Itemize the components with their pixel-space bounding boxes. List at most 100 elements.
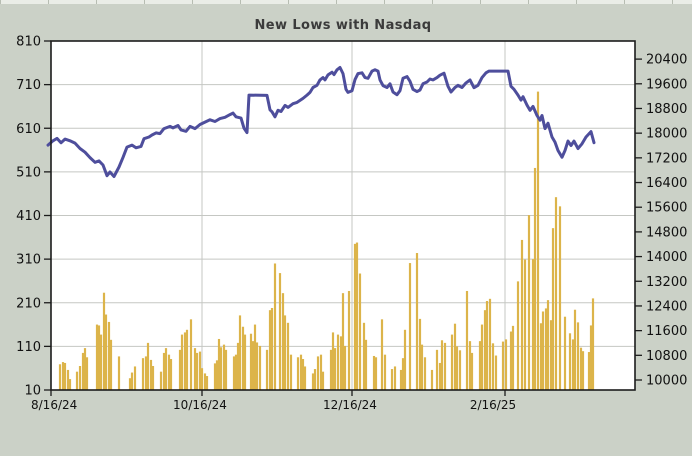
new-lows-bar	[455, 346, 459, 390]
new-lows-bar	[99, 334, 103, 390]
new-lows-bar	[533, 167, 537, 390]
new-lows-bar	[200, 368, 204, 390]
new-lows-bar	[189, 319, 193, 390]
new-lows-bar	[420, 344, 424, 390]
new-lows-bar	[243, 334, 247, 390]
new-lows-bar	[423, 357, 427, 390]
new-lows-bar	[589, 325, 593, 390]
new-lows-bar	[358, 273, 362, 390]
new-lows-bar	[331, 332, 335, 390]
x-axis-label: 12/16/24	[323, 398, 377, 412]
new-lows-bar	[311, 373, 315, 390]
new-lows-bar	[303, 366, 307, 390]
new-lows-bar	[458, 350, 462, 390]
new-lows-bar	[273, 263, 277, 390]
new-lows-bar	[234, 354, 238, 390]
new-lows-bar	[372, 355, 376, 390]
x-axis-label: 10/16/24	[173, 398, 227, 412]
new-lows-bar	[217, 338, 221, 390]
new-lows-bar	[232, 356, 236, 390]
new-lows-bar	[581, 351, 585, 390]
new-lows-bar	[61, 362, 65, 390]
new-lows-bar	[501, 341, 505, 390]
new-lows-bar	[286, 322, 290, 390]
x-axis-label: 8/16/24	[31, 398, 77, 412]
new-lows-bar	[573, 309, 577, 390]
new-lows-bar	[321, 371, 325, 390]
right-axis-label: 12400	[646, 299, 687, 314]
new-lows-bar	[527, 215, 531, 390]
nasdaq-line	[46, 66, 596, 178]
new-lows-bar	[146, 342, 150, 390]
new-lows-bar	[520, 239, 524, 390]
left-axis-label: 310	[16, 253, 41, 268]
new-lows-bar	[299, 354, 303, 390]
left-axis-label: 510	[16, 165, 41, 180]
new-lows-bar	[205, 376, 209, 390]
new-lows-bar	[283, 315, 287, 390]
new-lows-bar	[544, 308, 548, 390]
new-lows-bar	[66, 369, 70, 390]
new-lows-bar	[355, 242, 359, 390]
new-lows-bar	[164, 348, 168, 390]
new-lows-bar	[185, 329, 189, 390]
new-lows-bar	[465, 290, 469, 390]
left-axis-label: 110	[16, 340, 41, 355]
new-lows-bar	[480, 324, 484, 390]
left-axis-label: 210	[16, 296, 41, 311]
new-lows-bar	[568, 333, 572, 390]
left-axis-label: 810	[16, 35, 41, 50]
new-lows-bar	[485, 301, 489, 390]
new-lows-bar	[576, 322, 580, 390]
new-lows-bar	[383, 354, 387, 390]
new-lows-bar	[571, 339, 575, 390]
new-lows-bar	[316, 356, 320, 390]
new-lows-bar	[531, 259, 535, 390]
new-lows-bar	[539, 323, 543, 390]
new-lows-bar	[347, 290, 351, 390]
new-lows-bar	[258, 345, 262, 390]
new-lows-bar	[551, 228, 555, 390]
left-axis-label: 410	[16, 209, 41, 224]
new-lows-bar	[374, 357, 378, 390]
chart-title: New Lows with Nasdaq	[255, 18, 432, 33]
new-lows-bar	[313, 369, 317, 390]
new-lows-bar	[549, 320, 553, 390]
new-lows-bar	[494, 355, 498, 390]
new-lows-bar	[270, 307, 274, 390]
new-lows-bar	[296, 357, 300, 390]
new-lows-bar	[336, 334, 340, 390]
new-lows-bar	[329, 349, 333, 390]
right-axis-label: 11600	[646, 324, 687, 339]
new-lows-bar	[265, 349, 269, 390]
new-lows-bar	[253, 324, 257, 390]
new-lows-bar	[238, 315, 242, 390]
new-lows-bar	[554, 197, 558, 390]
new-lows-bar	[81, 352, 85, 390]
new-lows-bar	[281, 293, 285, 390]
right-axis-label: 13200	[646, 275, 687, 290]
left-axis-label: 610	[16, 122, 41, 137]
new-lows-bar	[128, 378, 132, 390]
new-lows-bar	[453, 323, 457, 390]
new-lows-bar	[107, 321, 111, 390]
new-lows-bar	[390, 369, 394, 390]
new-lows-bar	[504, 339, 508, 390]
new-lows-bar	[470, 352, 474, 390]
new-lows-bar	[380, 319, 384, 390]
new-lows-bar	[117, 356, 121, 390]
new-lows-bar	[488, 298, 492, 390]
new-lows-bar	[536, 91, 540, 390]
new-lows-bar	[563, 316, 567, 390]
new-lows-bar	[215, 360, 219, 390]
new-lows-bar	[169, 359, 173, 390]
new-lows-bar	[443, 342, 447, 390]
new-lows-bar	[149, 359, 153, 390]
new-lows-bar	[546, 300, 550, 390]
right-axis-label: 18800	[646, 102, 687, 117]
new-lows-bar	[178, 349, 182, 390]
new-lows-bar	[450, 334, 454, 390]
new-lows-bar	[491, 343, 495, 390]
